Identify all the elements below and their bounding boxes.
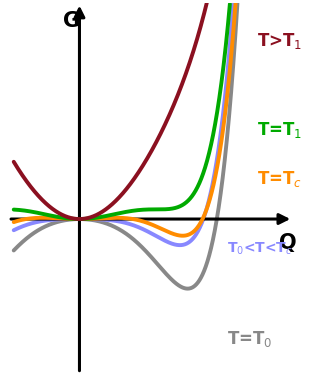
Text: T=T$_1$: T=T$_1$ [257,120,302,140]
Text: T>T$_1$: T>T$_1$ [257,31,302,51]
Text: T=T$_c$: T=T$_c$ [257,169,302,189]
Text: $\mathbf{Q}$: $\mathbf{Q}$ [278,232,297,254]
Text: T=T$_0$: T=T$_0$ [227,329,273,349]
Text: $\mathbf{G}$: $\mathbf{G}$ [62,12,80,31]
Text: T$_0$<T<T$_c$: T$_0$<T<T$_c$ [227,240,293,257]
